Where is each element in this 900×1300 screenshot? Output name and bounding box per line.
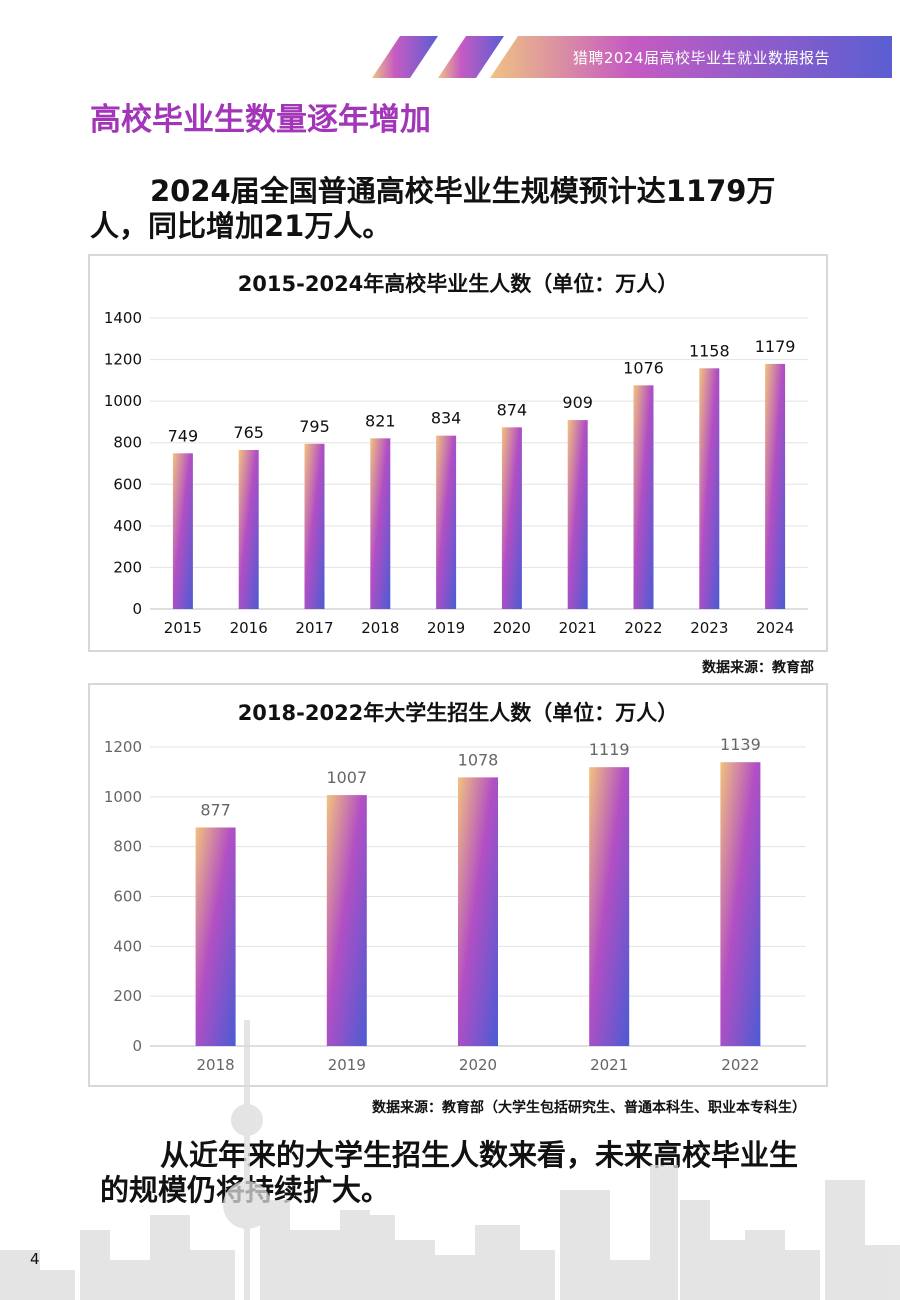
y-tick-label: 800 <box>113 434 142 452</box>
data-label: 1179 <box>755 337 796 356</box>
x-tick-label: 2020 <box>493 619 531 637</box>
y-tick-label: 1000 <box>104 392 142 410</box>
data-label: 834 <box>431 409 462 428</box>
data-label: 877 <box>200 800 231 819</box>
bar <box>765 363 786 609</box>
chart-enrollment-plot: 0 200 400 600 800 1000 1200 877 2018 1007 2019 1078… <box>104 735 806 1074</box>
data-label: 874 <box>497 400 528 419</box>
data-label: 1007 <box>326 768 367 787</box>
bar <box>238 449 259 609</box>
chart-graduates: 2015-2024年高校毕业生人数（单位：万人） 0 200 400 600 800 10… <box>88 254 828 652</box>
chart-source: 数据来源：教育部（大学生包括研究生、普通本科生、职业本专科生） <box>372 1100 806 1116</box>
y-tick-label: 1200 <box>104 351 142 369</box>
x-tick-label: 2020 <box>459 1056 497 1074</box>
x-tick-label: 2016 <box>230 619 268 637</box>
x-tick-label: 2024 <box>756 619 794 637</box>
lead-paragraph-top: 2024届全国普通高校毕业生规模预计达1179万人，同比增加21万人。 <box>90 174 776 243</box>
header-banner <box>372 36 892 78</box>
y-tick-label: 0 <box>132 600 142 618</box>
bar <box>436 435 457 609</box>
bar <box>326 795 367 1046</box>
x-tick-label: 2019 <box>328 1056 366 1074</box>
data-label: 1119 <box>589 740 630 759</box>
data-label: 1076 <box>623 358 664 377</box>
bar <box>370 438 391 609</box>
y-tick-label: 200 <box>113 558 142 576</box>
x-tick-label: 2015 <box>164 619 202 637</box>
x-tick-label: 2021 <box>559 619 597 637</box>
banner-stripe-1 <box>372 36 438 78</box>
x-tick-label: 2022 <box>721 1056 759 1074</box>
y-tick-label: 1000 <box>104 788 142 806</box>
chart-source: 数据来源：教育部 <box>702 660 814 676</box>
chart-title: 2018-2022年大学生招生人数（单位：万人） <box>237 701 679 725</box>
data-label: 1139 <box>720 735 761 754</box>
x-tick-label: 2017 <box>295 619 333 637</box>
bar <box>458 777 498 1046</box>
y-tick-label: 400 <box>113 517 142 535</box>
bar <box>501 427 522 609</box>
data-label: 1158 <box>689 341 730 360</box>
bar <box>172 453 193 609</box>
y-tick-label: 400 <box>113 937 142 955</box>
banner-stripe-2 <box>438 36 504 78</box>
banner-bar <box>490 36 892 78</box>
x-tick-label: 2021 <box>590 1056 628 1074</box>
y-tick-label: 1400 <box>104 309 142 327</box>
data-label: 765 <box>233 423 264 442</box>
x-tick-label: 2023 <box>690 619 728 637</box>
data-label: 749 <box>168 426 199 445</box>
data-label: 795 <box>299 417 330 436</box>
y-tick-label: 800 <box>113 838 142 856</box>
section-title: 高校毕业生数量逐年增加 <box>90 102 431 138</box>
x-tick-label: 2022 <box>624 619 662 637</box>
bar <box>567 420 588 609</box>
x-tick-label: 2019 <box>427 619 465 637</box>
y-tick-label: 600 <box>113 888 142 906</box>
y-tick-label: 200 <box>113 987 142 1005</box>
bar <box>195 827 236 1046</box>
chart-enrollment: 2018-2022年大学生招生人数（单位：万人） 0 200 400 600 800 10… <box>88 683 828 1087</box>
bar <box>699 368 720 609</box>
x-tick-label: 2018 <box>361 619 399 637</box>
chart-title: 2015-2024年高校毕业生人数（单位：万人） <box>237 272 679 296</box>
bar <box>304 443 325 609</box>
data-label: 821 <box>365 411 396 430</box>
y-tick-label: 0 <box>132 1037 142 1055</box>
report-title: 猎聘2024届高校毕业生就业数据报告 <box>572 49 830 67</box>
data-label: 909 <box>562 393 593 412</box>
bar <box>633 385 654 609</box>
data-label: 1078 <box>458 750 499 769</box>
city-skyline-illustration <box>0 1020 900 1300</box>
bar <box>720 762 761 1046</box>
page-number: 4 <box>30 1250 40 1268</box>
x-tick-label: 2018 <box>197 1056 235 1074</box>
chart-graduates-plot: 0 200 400 600 800 1000 1200 1400 749 2015 765 2016 7… <box>104 309 808 637</box>
y-tick-label: 1200 <box>104 738 142 756</box>
y-tick-label: 600 <box>113 475 142 493</box>
bar <box>589 767 630 1046</box>
